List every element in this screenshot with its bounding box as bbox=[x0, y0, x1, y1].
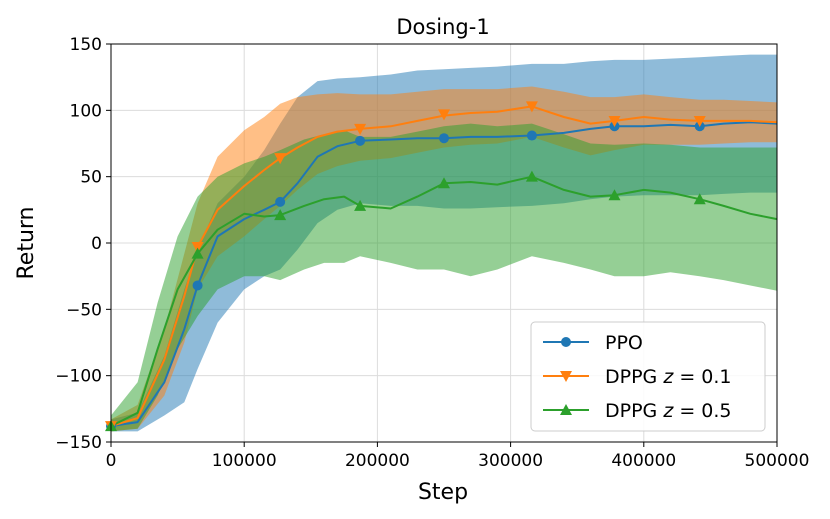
y-tick-label-0: −150 bbox=[55, 433, 102, 453]
marker-series-2-3 bbox=[354, 199, 367, 211]
marker-series-1-6 bbox=[608, 115, 621, 127]
marker-series-1-4 bbox=[438, 109, 450, 121]
line-series-1 bbox=[110, 105, 778, 428]
legend-label-2: DPPG z = 0.5 bbox=[605, 400, 732, 422]
y-tick-label-2: −50 bbox=[66, 300, 102, 320]
legend: PPO DPPG z = 0.1 DPPG z = 0.5 bbox=[530, 321, 766, 432]
legend-marker-0 bbox=[561, 337, 571, 347]
marker-series-0-2 bbox=[275, 196, 286, 207]
series-markers bbox=[105, 101, 706, 433]
y-tick-label-6: 150 bbox=[70, 35, 102, 55]
marker-series-1-2 bbox=[274, 153, 287, 165]
chart-title: Dosing-1 bbox=[396, 15, 489, 39]
y-axis-ticks: −150 −100 −50 0 50 100 150 bbox=[55, 35, 111, 453]
legend-marker-1 bbox=[560, 371, 572, 382]
marker-series-1-3 bbox=[354, 123, 367, 135]
marker-series-2-7 bbox=[693, 193, 706, 205]
x-tick-label-0: 0 bbox=[106, 451, 117, 471]
line-series-0 bbox=[110, 121, 778, 428]
y-axis-label: Return bbox=[14, 206, 39, 279]
legend-label-0: PPO bbox=[605, 332, 643, 354]
x-axis-label: Step bbox=[418, 480, 468, 505]
marker-series-0-5 bbox=[526, 130, 537, 141]
y-tick-label-5: 100 bbox=[70, 101, 102, 121]
x-tick-label-4: 400000 bbox=[611, 451, 676, 471]
legend-label-1: DPPG z = 0.1 bbox=[605, 366, 732, 388]
marker-series-0-1 bbox=[192, 280, 203, 291]
y-tick-label-1: −100 bbox=[55, 367, 102, 387]
x-tick-label-2: 200000 bbox=[345, 451, 410, 471]
x-tick-label-1: 100000 bbox=[212, 451, 277, 471]
series-lines bbox=[110, 105, 778, 428]
marker-series-2-4 bbox=[438, 177, 450, 189]
marker-series-2-1 bbox=[191, 247, 204, 259]
legend-marker-2 bbox=[560, 404, 572, 415]
y-tick-label-4: 50 bbox=[80, 168, 102, 188]
marker-series-1-5 bbox=[525, 101, 538, 113]
x-tick-label-3: 300000 bbox=[478, 451, 543, 471]
marker-series-0-3 bbox=[355, 135, 366, 146]
x-tick-label-5: 500000 bbox=[745, 451, 810, 471]
y-tick-label-3: 0 bbox=[91, 234, 102, 254]
marker-series-2-2 bbox=[274, 209, 287, 221]
line-series-2 bbox=[110, 175, 778, 427]
marker-series-1-1 bbox=[191, 241, 204, 253]
marker-series-2-5 bbox=[525, 170, 538, 182]
x-axis-ticks: 0 100000 200000 300000 400000 500000 bbox=[106, 442, 810, 471]
marker-series-2-6 bbox=[608, 189, 621, 201]
marker-series-0-4 bbox=[439, 133, 449, 144]
marker-series-1-7 bbox=[693, 115, 706, 127]
legend-box bbox=[530, 321, 766, 432]
